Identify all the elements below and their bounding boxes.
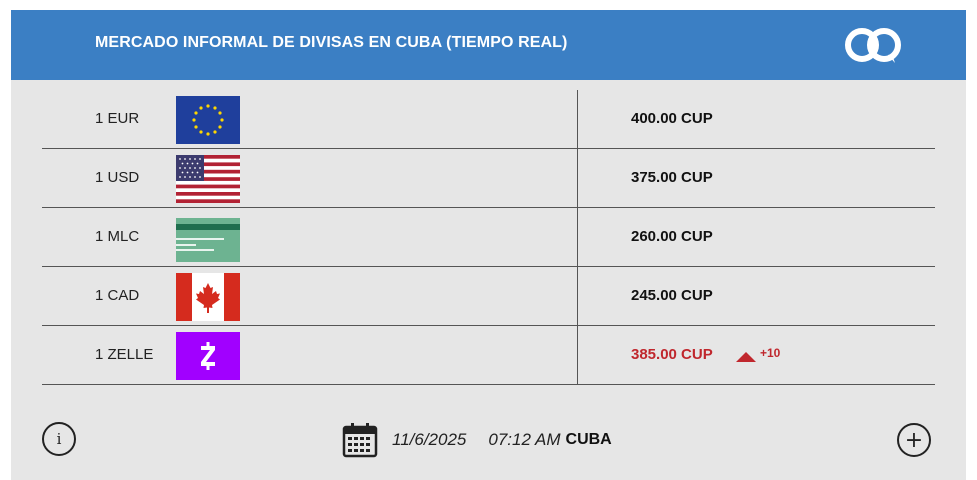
- update-location: CUBA: [565, 431, 612, 448]
- rate-value: 375.00 CUP: [631, 169, 713, 186]
- rate-change-value: +10: [760, 346, 781, 360]
- us-flag-icon: [176, 155, 240, 203]
- update-date: 11/6/2025: [392, 430, 467, 449]
- rate-row-zelle: 1 ZELLE 385.00 CUP +10: [42, 326, 935, 385]
- rate-value: 385.00 CUP: [631, 346, 713, 363]
- info-button[interactable]: i: [42, 422, 76, 456]
- calendar-icon: [342, 423, 378, 458]
- currency-label: 1 ZELLE: [95, 346, 154, 363]
- currency-label: 1 CAD: [95, 287, 140, 304]
- rate-value: 260.00 CUP: [631, 228, 713, 245]
- last-updated: 11/6/2025 07:12 AM CUBA: [342, 421, 612, 459]
- rate-change: +10: [736, 346, 780, 362]
- rate-row-cad: 1 CAD 245.00 CUP: [42, 267, 935, 326]
- currency-label: 1 USD: [95, 169, 140, 186]
- triangle-up-icon: [736, 352, 756, 362]
- widget-title: MERCADO INFORMAL DE DIVISAS EN CUBA (TIE…: [95, 34, 568, 51]
- update-time: 07:12 AM: [488, 430, 561, 449]
- rate-row-usd: 1 USD 375.00 CUP: [42, 149, 935, 208]
- rate-row-eur: 1 EUR 400.00 CUP: [42, 90, 935, 149]
- exchange-rate-widget: MERCADO INFORMAL DE DIVISAS EN CUBA (TIE…: [11, 10, 966, 480]
- eu-flag-icon: [176, 96, 240, 144]
- rate-value: 400.00 CUP: [631, 110, 713, 127]
- mlc-card-icon: [176, 214, 240, 262]
- rates-table: 1 EUR 400.00 CUP 1 USD: [42, 90, 935, 385]
- canada-flag-icon: [176, 273, 240, 321]
- widget-header: MERCADO INFORMAL DE DIVISAS EN CUBA (TIE…: [11, 10, 966, 80]
- plus-icon: +: [904, 427, 924, 453]
- info-icon: i: [56, 430, 62, 448]
- zelle-logo-icon: [176, 332, 240, 380]
- chain-link-logo-icon: [845, 28, 901, 63]
- plus-button[interactable]: +: [897, 423, 931, 457]
- rate-value: 245.00 CUP: [631, 287, 713, 304]
- currency-label: 1 MLC: [95, 228, 140, 245]
- rate-row-mlc: 1 MLC 260.00 CUP: [42, 208, 935, 267]
- currency-label: 1 EUR: [95, 110, 140, 127]
